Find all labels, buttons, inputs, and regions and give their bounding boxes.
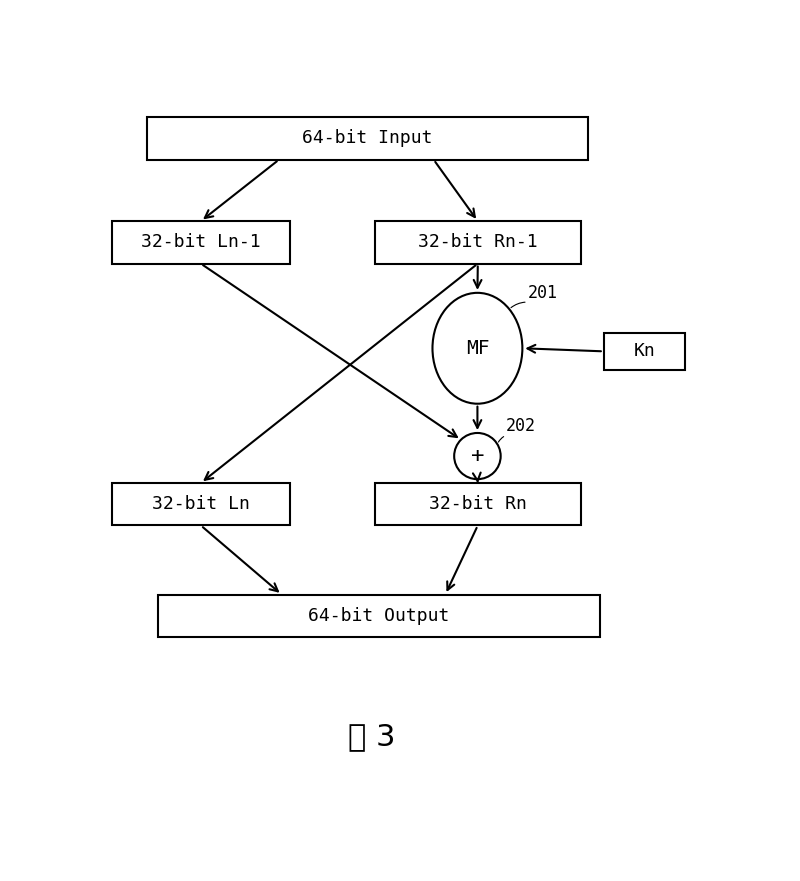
Text: +: + <box>470 446 484 466</box>
Text: 32-bit Rn: 32-bit Rn <box>429 495 526 514</box>
Bar <box>375 483 581 525</box>
Text: 32-bit Ln: 32-bit Ln <box>152 495 250 514</box>
Ellipse shape <box>433 292 522 403</box>
Text: 201: 201 <box>528 284 558 302</box>
Bar <box>604 333 685 370</box>
Text: 202: 202 <box>506 418 536 435</box>
Text: 64-bit Input: 64-bit Input <box>302 130 433 147</box>
Bar <box>112 221 290 263</box>
Text: MF: MF <box>466 339 489 358</box>
Text: 图 3: 图 3 <box>347 722 395 751</box>
Text: Kn: Kn <box>634 343 655 360</box>
Bar <box>112 483 290 525</box>
Bar <box>375 221 581 263</box>
Bar <box>158 595 600 637</box>
Circle shape <box>454 433 501 479</box>
Text: 64-bit Output: 64-bit Output <box>308 607 450 625</box>
Bar <box>146 117 588 159</box>
Text: 32-bit Ln-1: 32-bit Ln-1 <box>141 233 261 251</box>
Text: 32-bit Rn-1: 32-bit Rn-1 <box>418 233 538 251</box>
